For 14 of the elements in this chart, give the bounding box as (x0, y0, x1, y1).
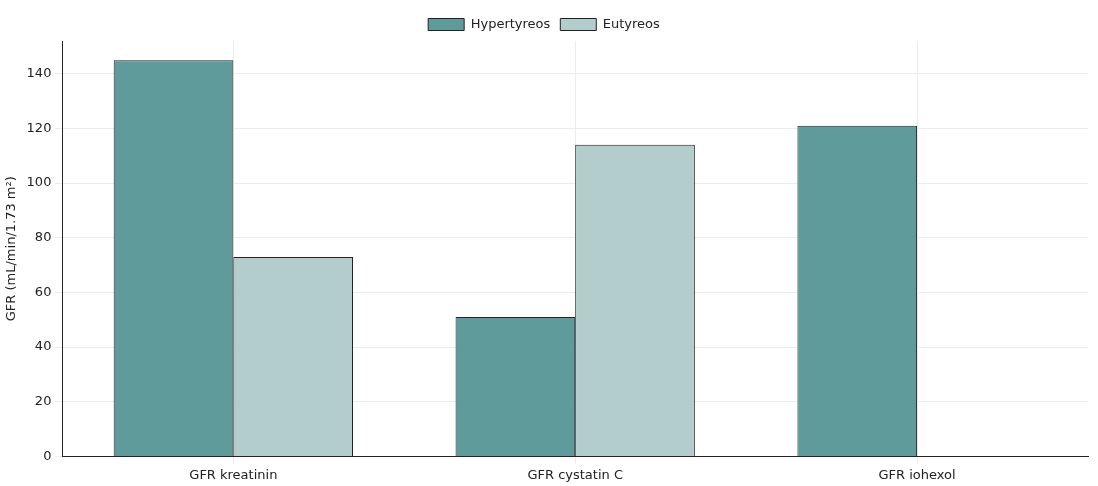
y-tick-label: 40 (34, 338, 52, 354)
y-tick-label: 80 (34, 229, 52, 245)
y-tick-label: 20 (34, 393, 52, 409)
y-tick-label: 60 (34, 283, 52, 299)
y-tick-label: 140 (26, 65, 52, 81)
legend-label: Eutyreos (602, 15, 661, 31)
x-tick-label: GFR cystatin C (527, 466, 623, 482)
y-tick-label: 120 (26, 119, 52, 135)
legend-label: Hypertyreos (470, 15, 551, 31)
y-axis-title: GFR (mL/min/1.73 m²) (3, 176, 19, 322)
x-tick-label: GFR kreatinin (189, 466, 278, 482)
y-tick-label: 100 (26, 174, 52, 190)
x-tick-label: GFR iohexol (878, 466, 956, 482)
y-tick-label: 0 (43, 447, 52, 463)
